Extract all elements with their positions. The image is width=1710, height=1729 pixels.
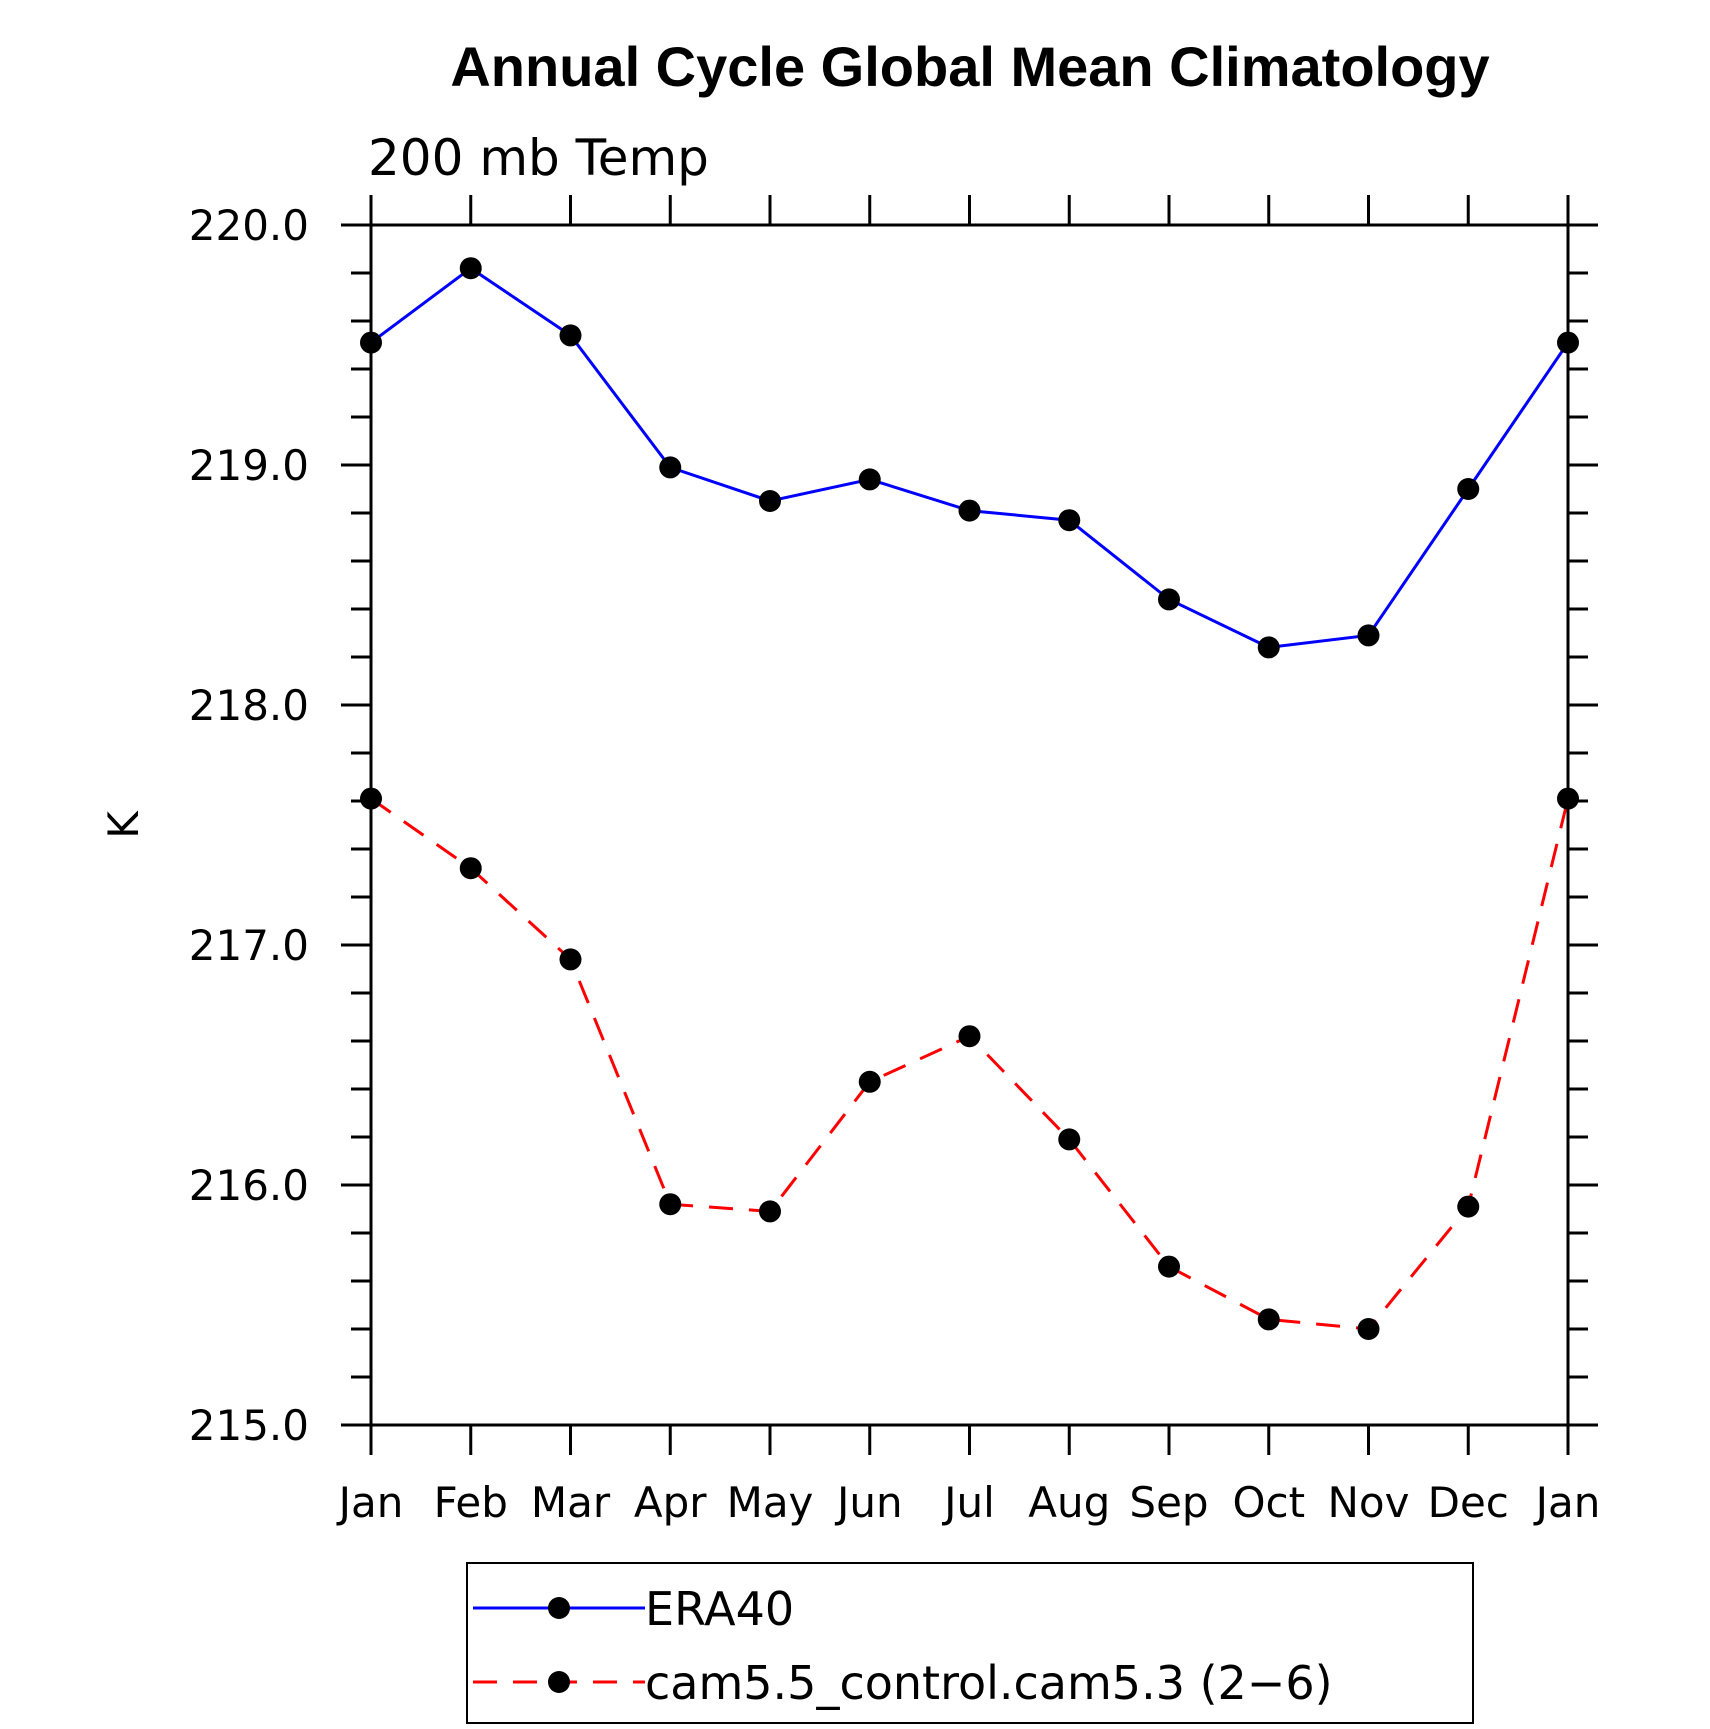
x-tick-label: Nov <box>1328 1478 1410 1527</box>
data-point-0 <box>759 490 781 512</box>
data-point-1 <box>360 787 382 810</box>
series <box>360 257 1579 1340</box>
x-tick-label: Mar <box>531 1478 611 1527</box>
data-point-0 <box>958 499 981 522</box>
x-tick-label: Apr <box>634 1478 707 1527</box>
data-point-0 <box>1557 331 1579 354</box>
data-point-0 <box>1457 478 1480 500</box>
legend-label-era40: ERA40 <box>645 1582 794 1636</box>
data-point-1 <box>1357 1318 1380 1340</box>
data-point-1 <box>659 1193 682 1216</box>
data-point-0 <box>858 468 881 491</box>
y-tick-label: 215.0 <box>189 1401 309 1450</box>
data-point-1 <box>958 1025 981 1048</box>
data-point-0 <box>1158 588 1180 611</box>
x-tick-label: Jan <box>336 1478 404 1527</box>
data-point-1 <box>1158 1255 1180 1278</box>
data-point-1 <box>459 857 482 880</box>
y-axis-label: K <box>99 810 148 839</box>
y-tick-label: 218.0 <box>189 681 309 730</box>
data-point-1 <box>1557 787 1579 810</box>
x-tick-label: Sep <box>1129 1478 1208 1527</box>
x-tick-label: Jun <box>834 1478 903 1527</box>
legend: ERA40 cam5.5_control.cam5.3 (2−6) <box>466 1562 1474 1724</box>
y-tick-label: 220.0 <box>189 201 309 250</box>
x-tick-label: Dec <box>1428 1478 1509 1527</box>
y-tick-label: 219.0 <box>189 441 309 490</box>
data-point-0 <box>459 257 482 280</box>
data-point-1 <box>1257 1308 1280 1331</box>
y-tick-label: 216.0 <box>189 1161 309 1210</box>
data-point-0 <box>360 331 382 354</box>
data-point-0 <box>1257 636 1280 659</box>
data-point-1 <box>1058 1128 1081 1151</box>
series-line-1 <box>370 797 1570 1331</box>
x-tick-label: Feb <box>434 1478 508 1527</box>
data-point-0 <box>559 324 582 347</box>
data-point-0 <box>659 456 682 479</box>
data-point-1 <box>759 1200 781 1223</box>
x-tick-label: Jan <box>1533 1478 1601 1527</box>
chart-title: Annual Cycle Global Mean Climatology <box>450 35 1489 98</box>
data-point-1 <box>559 948 582 971</box>
data-point-0 <box>1058 509 1081 532</box>
legend-marker-cam <box>548 1671 570 1693</box>
y-tick-label: 217.0 <box>189 921 309 970</box>
data-point-0 <box>1357 624 1380 647</box>
data-point-1 <box>1457 1195 1480 1218</box>
plot-frame <box>341 195 1598 1455</box>
legend-label-cam: cam5.5_control.cam5.3 (2−6) <box>645 1656 1333 1710</box>
legend-box <box>466 1562 1474 1724</box>
data-point-1 <box>858 1070 881 1093</box>
series-line-0 <box>370 266 1570 649</box>
x-tick-label: May <box>727 1478 814 1527</box>
x-tick-label: Jul <box>941 1478 995 1527</box>
y-axis-ticks: 215.0 216.0 217.0 218.0 219.0 220.0 <box>189 201 1598 1450</box>
x-tick-label: Aug <box>1028 1478 1110 1527</box>
x-tick-label: Oct <box>1232 1478 1305 1527</box>
x-axis-ticks: Jan Feb Mar Apr May Jun Jul Aug Sep Oct Nov Dec Jan <box>336 195 1601 1527</box>
chart-subtitle: 200 mb Temp <box>368 129 709 187</box>
legend-marker-era40 <box>548 1597 570 1619</box>
